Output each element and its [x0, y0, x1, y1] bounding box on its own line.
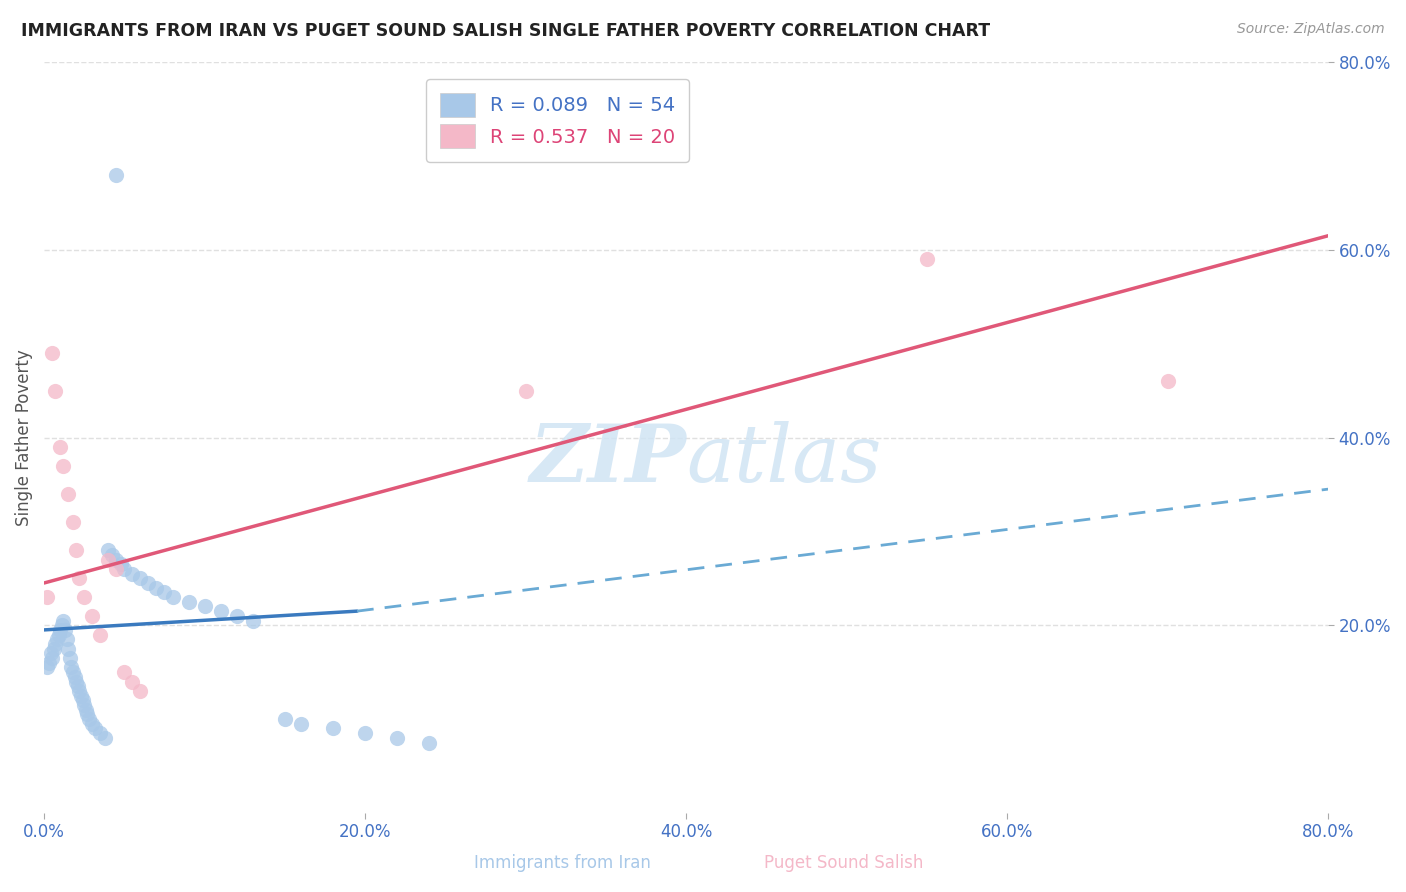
Point — [138, 576, 160, 591]
Text: IMMIGRANTS FROM IRAN VS PUGET SOUND SALISH SINGLE FATHER POVERTY CORRELATION CHA: IMMIGRANTS FROM IRAN VS PUGET SOUND SALI… — [21, 22, 990, 40]
Point — [77, 712, 100, 726]
Point — [177, 595, 200, 609]
Point — [97, 552, 120, 566]
Text: ZIP: ZIP — [529, 421, 686, 499]
Point — [53, 623, 76, 637]
Point — [75, 703, 97, 717]
Point — [129, 571, 152, 585]
Point — [82, 716, 104, 731]
Text: Immigrants from Iran: Immigrants from Iran — [474, 855, 651, 872]
Point — [49, 623, 72, 637]
Point — [60, 660, 83, 674]
Text: Source: ZipAtlas.com: Source: ZipAtlas.com — [1237, 22, 1385, 37]
Point — [225, 608, 247, 623]
Point — [162, 590, 184, 604]
Point — [73, 590, 96, 604]
Point — [110, 558, 132, 572]
Point — [66, 679, 89, 693]
Point — [48, 627, 70, 641]
Point — [354, 726, 377, 740]
Point — [145, 581, 167, 595]
Point — [515, 384, 537, 398]
Point — [67, 684, 90, 698]
Point — [194, 599, 217, 614]
Point — [84, 722, 107, 736]
Point — [82, 608, 104, 623]
Y-axis label: Single Father Poverty: Single Father Poverty — [15, 349, 32, 526]
Point — [105, 552, 128, 566]
Point — [89, 726, 111, 740]
Point — [55, 632, 77, 647]
Text: Puget Sound Salish: Puget Sound Salish — [763, 855, 924, 872]
Point — [76, 707, 98, 722]
Point — [72, 693, 94, 707]
Point — [65, 674, 87, 689]
Point — [44, 637, 66, 651]
Point — [915, 252, 938, 267]
Point — [112, 665, 135, 680]
Point — [65, 543, 87, 558]
Point — [38, 656, 60, 670]
Point — [44, 384, 66, 398]
Point — [42, 641, 65, 656]
Point — [418, 735, 440, 749]
Point — [100, 548, 122, 562]
Point — [112, 562, 135, 576]
Point — [39, 646, 62, 660]
Point — [209, 604, 232, 618]
Point — [62, 515, 84, 529]
Point — [121, 674, 143, 689]
Point — [73, 698, 96, 712]
Point — [37, 660, 59, 674]
Point — [322, 722, 344, 736]
Point — [274, 712, 297, 726]
Legend: R = 0.089   N = 54, R = 0.537   N = 20: R = 0.089 N = 54, R = 0.537 N = 20 — [426, 79, 689, 161]
Point — [290, 716, 312, 731]
Point — [242, 614, 264, 628]
Point — [56, 487, 79, 501]
Point — [105, 562, 128, 576]
Point — [52, 614, 75, 628]
Point — [62, 665, 84, 680]
Point — [1156, 374, 1178, 388]
Point — [387, 731, 409, 745]
Point — [97, 543, 120, 558]
Point — [94, 731, 117, 745]
Point — [153, 585, 176, 599]
Point — [52, 458, 75, 473]
Point — [51, 618, 73, 632]
Point — [63, 670, 86, 684]
Point — [70, 689, 93, 703]
Point — [46, 632, 69, 647]
Point — [49, 440, 72, 454]
Point — [105, 168, 128, 182]
Point — [67, 571, 90, 585]
Point — [41, 651, 63, 665]
Text: atlas: atlas — [686, 421, 882, 499]
Point — [56, 641, 79, 656]
Point — [129, 684, 152, 698]
Point — [59, 651, 82, 665]
Point — [89, 627, 111, 641]
Point — [41, 346, 63, 360]
Point — [121, 566, 143, 581]
Point — [37, 590, 59, 604]
